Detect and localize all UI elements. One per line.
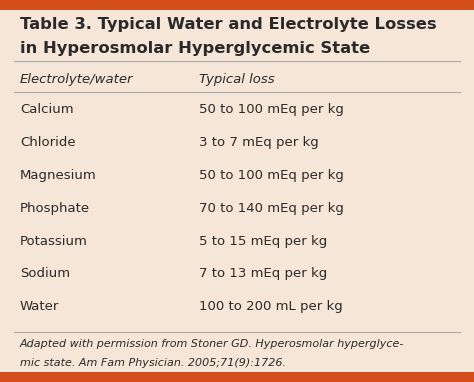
Text: Water: Water bbox=[20, 300, 59, 313]
Text: in Hyperosmolar Hyperglycemic State: in Hyperosmolar Hyperglycemic State bbox=[20, 41, 370, 56]
Text: 100 to 200 mL per kg: 100 to 200 mL per kg bbox=[199, 300, 343, 313]
Text: 70 to 140 mEq per kg: 70 to 140 mEq per kg bbox=[199, 202, 344, 215]
Text: 50 to 100 mEq per kg: 50 to 100 mEq per kg bbox=[199, 169, 344, 182]
Text: 3 to 7 mEq per kg: 3 to 7 mEq per kg bbox=[199, 136, 319, 149]
Text: Sodium: Sodium bbox=[20, 267, 70, 280]
Text: 7 to 13 mEq per kg: 7 to 13 mEq per kg bbox=[199, 267, 328, 280]
Text: Electrolyte/water: Electrolyte/water bbox=[20, 73, 133, 86]
Text: Potassium: Potassium bbox=[20, 235, 88, 248]
Text: Table 3. Typical Water and Electrolyte Losses: Table 3. Typical Water and Electrolyte L… bbox=[20, 17, 437, 32]
Text: Phosphate: Phosphate bbox=[20, 202, 90, 215]
Text: 5 to 15 mEq per kg: 5 to 15 mEq per kg bbox=[199, 235, 328, 248]
Text: Magnesium: Magnesium bbox=[20, 169, 97, 182]
Bar bbox=[0, 0, 474, 10]
Text: mic state. Am Fam Physician. 2005;71(9):1726.: mic state. Am Fam Physician. 2005;71(9):… bbox=[20, 358, 286, 368]
Text: Adapted with permission from Stoner GD. Hyperosmolar hyperglyce-: Adapted with permission from Stoner GD. … bbox=[20, 339, 404, 349]
Text: 50 to 100 mEq per kg: 50 to 100 mEq per kg bbox=[199, 103, 344, 116]
Text: Typical loss: Typical loss bbox=[199, 73, 275, 86]
Text: Chloride: Chloride bbox=[20, 136, 75, 149]
Text: Calcium: Calcium bbox=[20, 103, 73, 116]
Bar bbox=[0, 372, 474, 382]
